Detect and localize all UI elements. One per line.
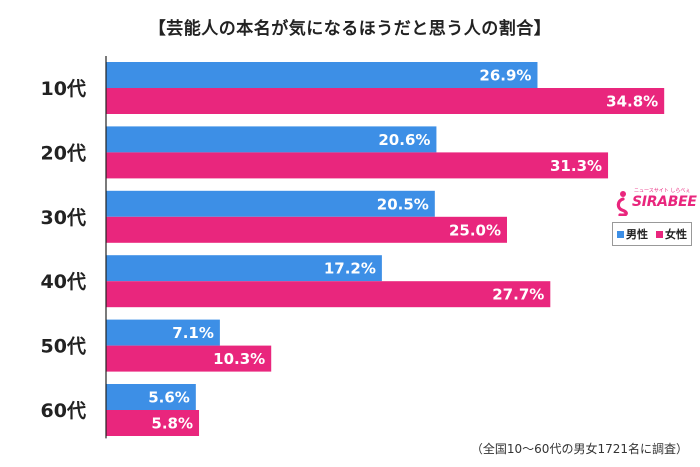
bar-value-label: 34.8% xyxy=(606,93,658,111)
bar-value-label: 5.8% xyxy=(151,415,193,433)
category-label: 30代 xyxy=(41,207,86,229)
category-label: 50代 xyxy=(41,336,86,358)
bar xyxy=(106,152,609,179)
bar-value-label: 5.6% xyxy=(148,389,190,407)
chart-title: 【芸能人の本名が気になるほうだと思う人の割合】 xyxy=(148,19,552,39)
legend: 男性 女性 xyxy=(612,222,692,246)
bar-value-label: 20.5% xyxy=(377,195,429,213)
sirabee-logo: ニュースサイト しらべぇ SIRABEE xyxy=(612,188,697,216)
legend-item-male: 男性 xyxy=(617,226,648,242)
bar-value-label: 27.7% xyxy=(492,286,544,304)
category-label: 60代 xyxy=(41,400,86,422)
bar-value-label: 31.3% xyxy=(550,157,602,175)
bar xyxy=(106,88,665,114)
bar xyxy=(106,384,196,410)
legend-item-female: 女性 xyxy=(656,226,687,242)
bar xyxy=(106,62,538,88)
legend-label-male: 男性 xyxy=(626,228,648,241)
bar-value-label: 10.3% xyxy=(213,350,265,368)
bar xyxy=(106,190,435,217)
bar-value-label: 7.1% xyxy=(172,324,214,342)
bar-value-label: 20.6% xyxy=(378,131,430,149)
bar-value-label: 17.2% xyxy=(324,260,376,278)
bar-value-label: 26.9% xyxy=(479,67,531,85)
legend-label-female: 女性 xyxy=(665,228,687,241)
category-label: 40代 xyxy=(41,271,86,293)
bar xyxy=(106,216,507,243)
footnote: （全国10～60代の男女1721名に調査） xyxy=(470,442,688,456)
bar xyxy=(106,319,220,346)
bar-value-label: 25.0% xyxy=(449,221,501,239)
bar xyxy=(106,281,551,308)
bar xyxy=(106,255,382,282)
bar xyxy=(106,410,200,436)
bar xyxy=(106,126,437,153)
logo-tagline: ニュースサイト しらべぇ xyxy=(634,188,691,194)
logo-text: SIRABEE xyxy=(632,194,697,210)
legend-swatch-female xyxy=(656,230,663,238)
category-label: 20代 xyxy=(41,142,86,164)
bar xyxy=(106,345,272,372)
legend-swatch-male xyxy=(617,230,624,238)
sirabee-logo-mark-icon xyxy=(616,191,628,216)
category-label: 10代 xyxy=(41,78,86,100)
